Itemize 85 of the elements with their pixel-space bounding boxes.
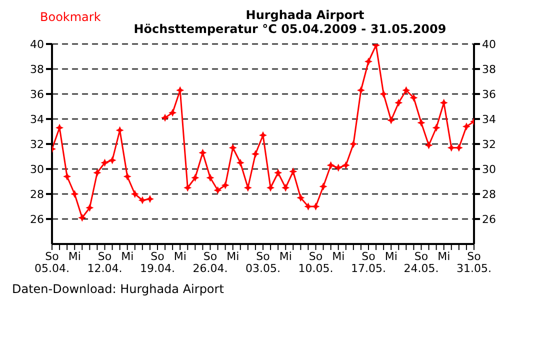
x-tick-label: So 17.05.: [351, 250, 386, 275]
point: [100, 158, 109, 167]
point: [274, 168, 282, 177]
point: [417, 118, 426, 127]
point: [334, 164, 342, 172]
point: [387, 116, 396, 124]
point: [402, 86, 410, 94]
point: [349, 140, 358, 148]
chart-title: Hurghada Airport: [246, 8, 364, 22]
y2-tick-label: 38: [482, 62, 496, 76]
point: [410, 94, 418, 102]
x-tick-label: Mi: [384, 250, 398, 263]
point: [440, 98, 448, 107]
point: [380, 90, 388, 98]
x-tick-label: Mi: [226, 250, 240, 263]
y2-tick-label: 26: [482, 212, 496, 226]
x-tick-label: Mi: [332, 250, 345, 263]
x-tick-label: So 10.05.: [298, 250, 334, 275]
text: Daten-Download: Hurghada Airport: [12, 282, 225, 296]
point: [78, 214, 86, 222]
y2-tick-label: 40: [482, 38, 496, 51]
point: [70, 190, 79, 198]
point: [184, 184, 192, 192]
x-tick-label: So 31.05.: [456, 250, 492, 275]
point: [161, 114, 170, 122]
x-tick-label: Mi: [121, 250, 134, 263]
point: [342, 161, 350, 170]
y-tick-label: 36: [30, 88, 44, 101]
point: [296, 194, 305, 202]
chart-subtitle: Höchsttemperatur °C 05.04.2009 - 31.05.2009: [134, 22, 446, 36]
x-tick-label: So 05.04.: [34, 250, 70, 275]
y2-tick-label: 30: [482, 162, 496, 176]
point: [282, 184, 290, 192]
point: [462, 122, 470, 130]
point: [266, 184, 275, 192]
y2-tick-label: 32: [482, 138, 496, 151]
point: [244, 184, 252, 192]
point: [236, 158, 244, 167]
point: [228, 144, 237, 152]
y-tick-label: 32: [30, 138, 44, 151]
point: [191, 174, 200, 182]
point: [206, 174, 214, 182]
text: Bookmark: [40, 10, 101, 24]
x-tick-label: So 19.04.: [140, 250, 175, 275]
x-tick-label: Mi: [279, 250, 292, 263]
point: [251, 150, 260, 158]
point: [259, 131, 267, 140]
point: [93, 168, 102, 177]
point: [123, 172, 132, 180]
point: [198, 148, 207, 157]
point: [326, 161, 335, 170]
y-tick-label: 40: [30, 38, 44, 51]
point: [56, 124, 64, 132]
point: [86, 204, 94, 212]
x-tick-label: Mi: [174, 250, 186, 263]
point: [146, 195, 154, 203]
point: [364, 58, 372, 66]
y2-tick-label: 36: [482, 88, 496, 101]
y-tick-label: 28: [30, 188, 44, 201]
point: [108, 156, 116, 164]
x-tick-label: So 24.05.: [404, 250, 439, 275]
point: [221, 181, 230, 190]
point: [356, 86, 365, 94]
x-tick-label: So 26.04.: [192, 250, 228, 275]
point: [394, 98, 403, 107]
point: [116, 126, 124, 134]
point: [424, 141, 433, 150]
x-tick-label: So 03.05.: [246, 250, 280, 275]
y-tick-label: 38: [30, 62, 44, 76]
y-tick-label: 30: [30, 162, 44, 176]
x-tick-label: Mi: [438, 250, 450, 263]
point: [432, 124, 440, 132]
point: [214, 186, 222, 194]
point: [289, 168, 298, 176]
y-tick-label: 26: [30, 212, 44, 226]
point: [130, 190, 139, 198]
x-tick-label: Mi: [68, 250, 81, 263]
point: [63, 172, 72, 180]
point: [168, 108, 177, 117]
y2-tick-label: 28: [482, 188, 496, 201]
y-tick-label: 34: [30, 112, 44, 126]
point: [138, 196, 146, 204]
y2-tick-label: 34: [482, 112, 496, 126]
point: [319, 182, 328, 190]
x-tick-label: So 12.04.: [87, 250, 122, 275]
